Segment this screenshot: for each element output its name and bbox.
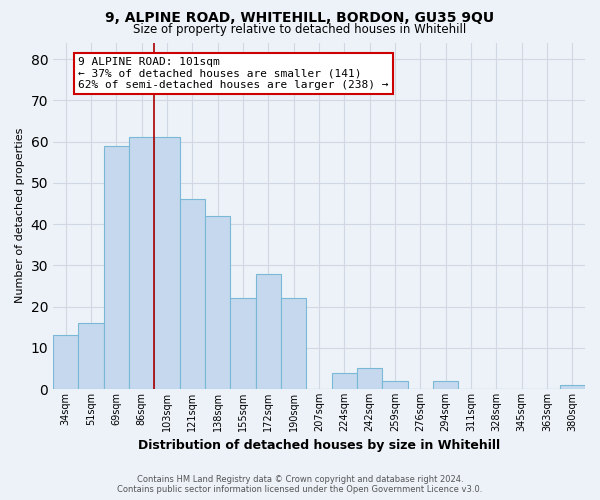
- Bar: [205, 216, 230, 389]
- Bar: [104, 146, 129, 389]
- Y-axis label: Number of detached properties: Number of detached properties: [15, 128, 25, 304]
- Text: Size of property relative to detached houses in Whitehill: Size of property relative to detached ho…: [133, 22, 467, 36]
- Bar: [230, 298, 256, 389]
- Bar: [281, 298, 307, 389]
- Text: 9 ALPINE ROAD: 101sqm
← 37% of detached houses are smaller (141)
62% of semi-det: 9 ALPINE ROAD: 101sqm ← 37% of detached …: [79, 57, 389, 90]
- Bar: [256, 274, 281, 389]
- Bar: [560, 385, 585, 389]
- Bar: [382, 381, 407, 389]
- Text: 9, ALPINE ROAD, WHITEHILL, BORDON, GU35 9QU: 9, ALPINE ROAD, WHITEHILL, BORDON, GU35 …: [106, 11, 494, 25]
- Bar: [179, 200, 205, 389]
- X-axis label: Distribution of detached houses by size in Whitehill: Distribution of detached houses by size …: [138, 440, 500, 452]
- Bar: [433, 381, 458, 389]
- Bar: [129, 138, 154, 389]
- Bar: [79, 323, 104, 389]
- Bar: [53, 336, 79, 389]
- Bar: [357, 368, 382, 389]
- Text: Contains HM Land Registry data © Crown copyright and database right 2024.
Contai: Contains HM Land Registry data © Crown c…: [118, 474, 482, 494]
- Bar: [154, 138, 179, 389]
- Bar: [332, 372, 357, 389]
